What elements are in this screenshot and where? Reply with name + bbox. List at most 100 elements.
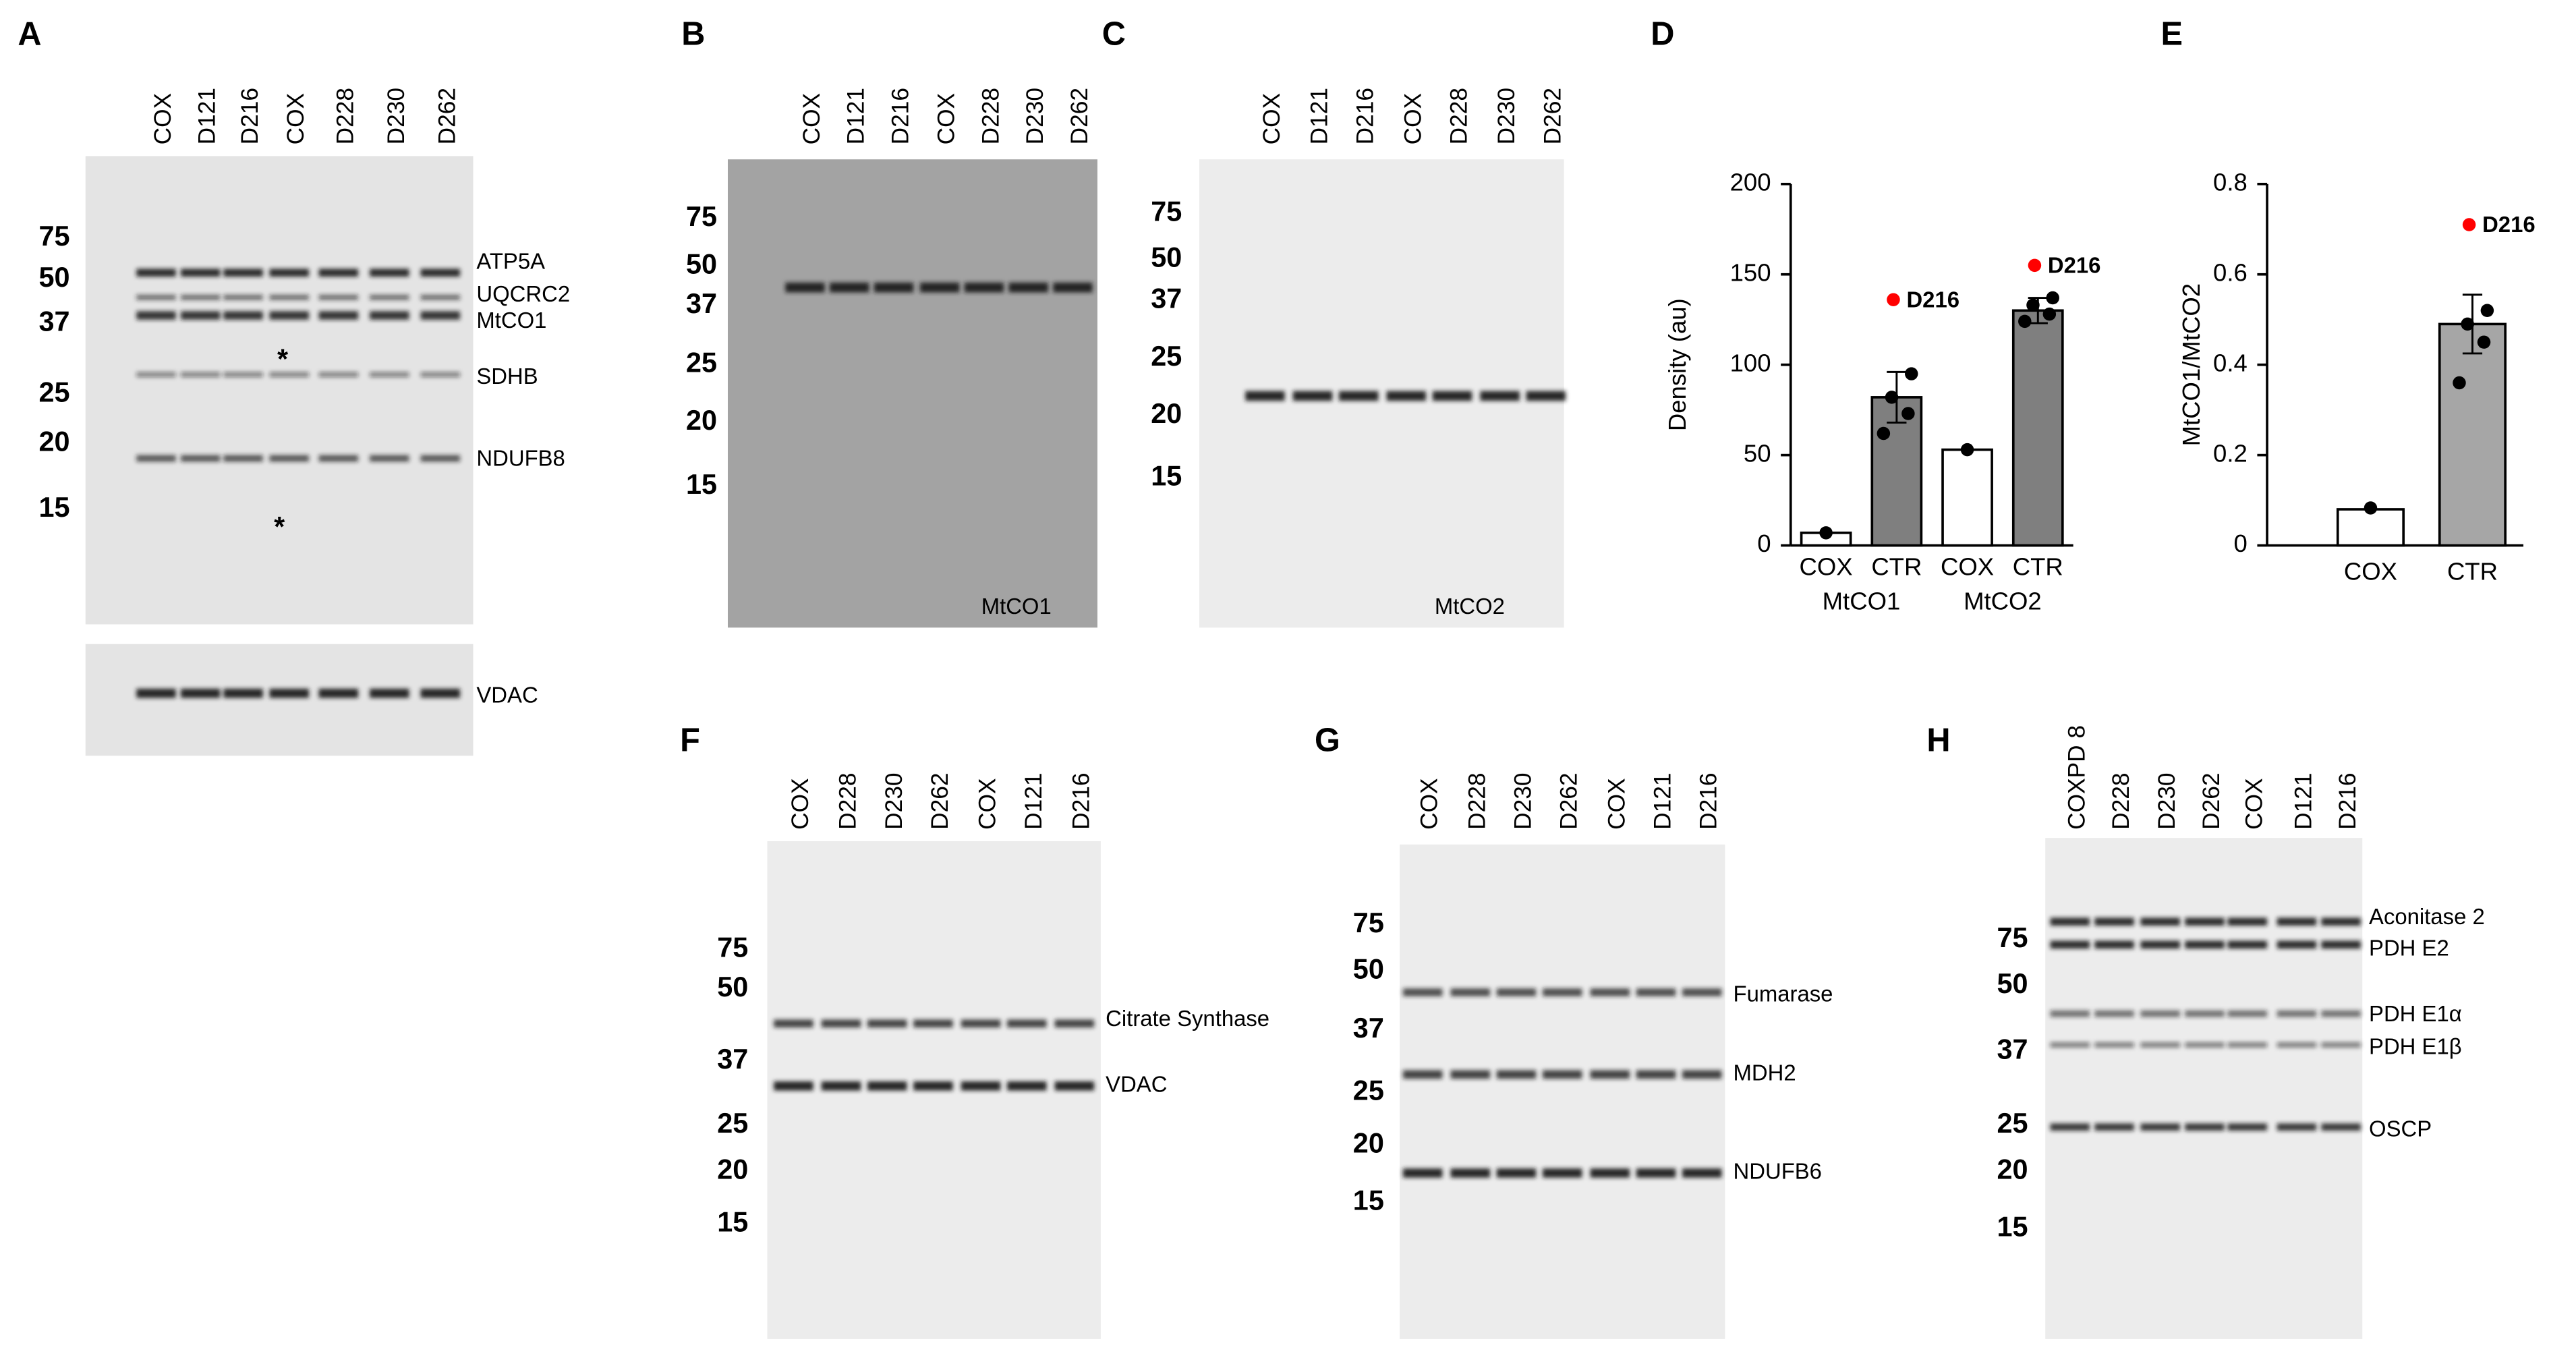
blot-bands <box>785 282 1093 293</box>
data-point <box>2026 298 2040 312</box>
band <box>2094 940 2134 949</box>
band <box>913 1019 953 1028</box>
band <box>2050 917 2090 926</box>
band <box>420 372 461 377</box>
marker-label: 20 <box>1997 1154 2028 1185</box>
marker-label: 25 <box>1353 1075 1384 1106</box>
band <box>2050 940 2090 949</box>
lane-label: D216 <box>2335 773 2361 830</box>
lane-label: D262 <box>1066 88 1093 144</box>
blot-membrane <box>85 156 474 625</box>
data-point <box>2018 314 2032 329</box>
data-point <box>2477 335 2491 349</box>
marker-label: 25 <box>686 347 717 378</box>
band <box>1450 1070 1491 1079</box>
protein-label: PDH E2 <box>2369 935 2449 960</box>
band <box>370 311 409 320</box>
y-tick-label: 0 <box>2233 530 2247 557</box>
band <box>223 311 263 320</box>
band <box>180 688 221 698</box>
band <box>785 282 825 293</box>
panel-label: H <box>1926 722 1950 759</box>
marker-label: 20 <box>38 426 69 457</box>
lane-label: D216 <box>1068 773 1094 830</box>
band <box>961 1019 1001 1028</box>
marker-label: 20 <box>717 1154 748 1185</box>
y-tick-label: 0.6 <box>2213 258 2248 286</box>
blot-bands <box>2050 917 2361 1131</box>
band <box>318 311 359 320</box>
lane-label: COX <box>1416 778 1443 830</box>
marker-label: 75 <box>38 221 69 252</box>
band <box>318 688 359 698</box>
protein-label: VDAC <box>476 682 538 707</box>
y-tick-label: 0.4 <box>2213 349 2248 376</box>
band <box>180 294 221 300</box>
lane-label: D262 <box>1539 88 1566 144</box>
band <box>913 1081 953 1091</box>
marker-label: 15 <box>1997 1212 2028 1243</box>
marker-label: 37 <box>1151 283 1182 314</box>
marker-label: 75 <box>1997 922 2028 953</box>
band <box>964 282 1004 293</box>
band <box>1496 1070 1537 1079</box>
highlight-point <box>2462 218 2476 231</box>
protein-label: PDH E1α <box>2369 1001 2462 1026</box>
y-tick-label: 0 <box>1757 530 1771 557</box>
x-tick-label: COX <box>1800 552 1853 580</box>
x-tick-label: COX <box>2344 558 2397 586</box>
lane-label: COX <box>1259 93 1285 145</box>
lane-label: COX <box>2241 778 2267 830</box>
band <box>2227 917 2268 926</box>
band <box>420 268 461 277</box>
lane-label: D262 <box>2198 773 2225 830</box>
data-point <box>2042 307 2057 321</box>
marker-label: 37 <box>717 1044 748 1075</box>
y-tick-label: 150 <box>1730 258 1771 286</box>
band <box>2094 1123 2134 1131</box>
lane-label: D230 <box>1493 88 1520 144</box>
marker-label: 20 <box>1353 1127 1384 1158</box>
data-point <box>2461 317 2474 331</box>
band <box>136 311 176 320</box>
lane-label: D121 <box>1021 773 1047 830</box>
band <box>1682 1168 1722 1178</box>
blot-membrane <box>728 159 1097 628</box>
lane-label: COX <box>787 778 813 830</box>
annotation: * <box>277 344 289 375</box>
band <box>2050 1010 2090 1017</box>
highlight-label: D216 <box>1906 287 1959 312</box>
band <box>223 688 263 698</box>
band <box>2321 940 2361 949</box>
band <box>180 268 221 277</box>
bar <box>2011 309 2064 547</box>
band <box>1590 1070 1630 1079</box>
blot-bands <box>136 268 461 698</box>
bar <box>1941 448 1993 547</box>
band <box>1292 391 1333 401</box>
band <box>2227 1010 2268 1017</box>
band <box>318 268 359 277</box>
lane-label: D230 <box>1510 773 1537 830</box>
band <box>180 455 221 462</box>
band <box>2277 940 2317 949</box>
lane-label: COX <box>799 93 825 145</box>
panel-label: B <box>681 16 705 52</box>
marker-label: 15 <box>1151 461 1182 492</box>
highlight-point <box>2028 258 2042 273</box>
band <box>223 294 263 300</box>
band <box>1008 282 1048 293</box>
marker-label: 50 <box>38 262 69 293</box>
x-tick-label: COX <box>1941 552 1994 580</box>
y-axis-label: MtCO1/MtCO2 <box>2177 283 2205 446</box>
lane-label: COX <box>150 93 176 145</box>
band <box>2140 940 2180 949</box>
blot-membrane <box>1400 844 1725 1339</box>
band <box>2321 1123 2361 1131</box>
band <box>420 311 461 320</box>
data-point <box>2480 304 2494 318</box>
band <box>2227 940 2268 949</box>
band <box>1496 1168 1537 1178</box>
data-point <box>1819 526 1833 540</box>
band <box>269 311 309 320</box>
